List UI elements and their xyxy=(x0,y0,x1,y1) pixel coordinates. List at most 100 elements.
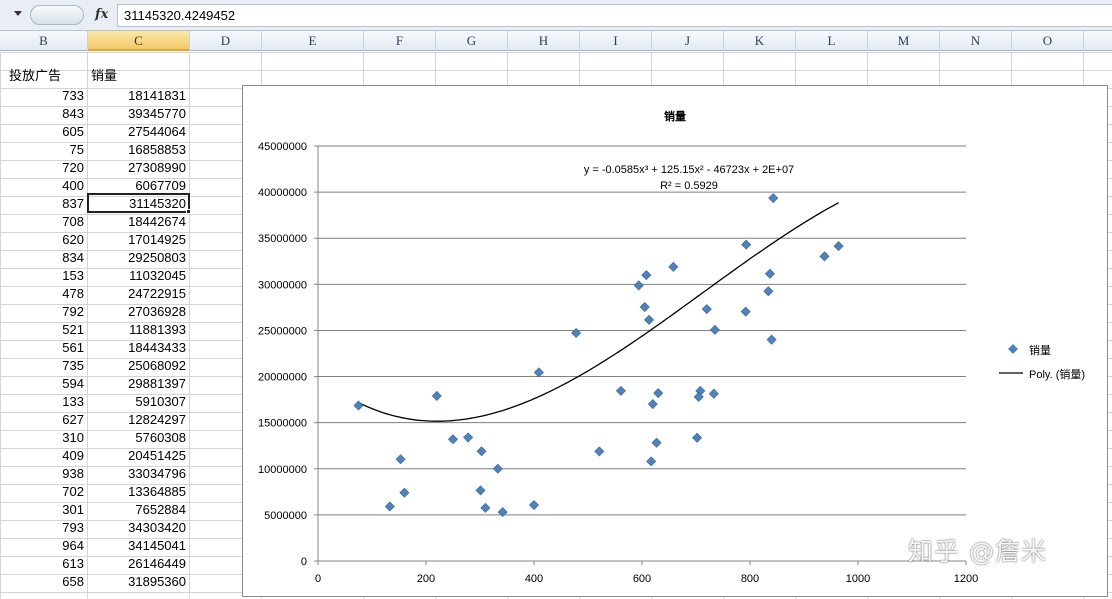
table-cell-sales[interactable]: 11032045 xyxy=(129,268,186,283)
column-header-o[interactable]: O xyxy=(1012,31,1084,51)
table-cell-sales[interactable]: 29250803 xyxy=(128,250,186,265)
formula-bar-resize-handle[interactable] xyxy=(30,5,84,25)
table-cell-ad-spend[interactable]: 720 xyxy=(62,160,84,175)
table-cell-sales[interactable]: 20451425 xyxy=(128,448,186,463)
x-tick-label: 200 xyxy=(417,573,435,585)
table-cell-ad-spend[interactable]: 658 xyxy=(62,574,84,589)
fill-handle[interactable] xyxy=(186,209,191,214)
column-header-n[interactable]: N xyxy=(940,31,1012,51)
table-cell-ad-spend[interactable]: 561 xyxy=(62,340,84,355)
cell-header-ad-spend[interactable]: 投放广告 xyxy=(9,69,62,84)
table-cell-sales[interactable]: 7652884 xyxy=(135,502,186,517)
column-header-f[interactable]: F xyxy=(364,31,436,51)
table-cell-ad-spend[interactable]: 409 xyxy=(62,448,84,463)
data-point xyxy=(653,388,664,399)
table-cell-ad-spend[interactable]: 708 xyxy=(62,214,84,229)
table-cell-sales[interactable]: 31145320 xyxy=(129,196,186,211)
table-cell-sales[interactable]: 39345770 xyxy=(128,106,186,121)
table-cell-sales[interactable]: 11881393 xyxy=(129,322,186,337)
table-cell-ad-spend[interactable]: 792 xyxy=(62,304,84,319)
data-point xyxy=(492,463,503,474)
table-cell-ad-spend[interactable]: 793 xyxy=(62,520,84,535)
column-header-k[interactable]: K xyxy=(724,31,796,51)
table-cell-ad-spend[interactable]: 400 xyxy=(62,178,84,193)
table-cell-sales[interactable]: 27544064 xyxy=(128,124,186,139)
table-cell-ad-spend[interactable]: 627 xyxy=(62,412,84,427)
active-cell-cursor[interactable] xyxy=(87,193,190,213)
table-cell-sales[interactable]: 29881397 xyxy=(128,376,186,391)
table-cell-sales[interactable]: 34145041 xyxy=(128,538,186,553)
table-cell-ad-spend[interactable]: 964 xyxy=(62,538,84,553)
data-point xyxy=(463,432,474,443)
data-point xyxy=(533,367,544,378)
data-point xyxy=(399,487,410,498)
cell-header-sales[interactable]: 销量 xyxy=(91,69,118,84)
column-header-b[interactable]: B xyxy=(0,31,88,51)
table-cell-sales[interactable]: 18443433 xyxy=(128,340,186,355)
data-point xyxy=(651,437,662,448)
name-box-dropdown-icon[interactable] xyxy=(14,11,22,16)
table-cell-sales[interactable]: 25068092 xyxy=(128,358,186,373)
data-point xyxy=(395,454,406,465)
column-header-g[interactable]: G xyxy=(436,31,508,51)
scatter-chart[interactable]: 0 5000000 10000000 15000000 20000000 25000000… xyxy=(242,85,1108,597)
table-cell-ad-spend[interactable]: 702 xyxy=(62,484,84,499)
table-cell-ad-spend[interactable]: 521 xyxy=(62,322,84,337)
table-cell-sales[interactable]: 12824297 xyxy=(128,412,186,427)
table-cell-ad-spend[interactable]: 605 xyxy=(62,124,84,139)
insert-function-icon[interactable]: fx xyxy=(95,7,109,22)
table-cell-sales[interactable]: 16858853 xyxy=(128,142,186,157)
column-header-m[interactable]: M xyxy=(868,31,940,51)
column-header-j[interactable]: J xyxy=(652,31,724,51)
data-point xyxy=(647,399,658,410)
table-cell-sales[interactable]: 24722915 xyxy=(128,286,186,301)
x-tick-label: 1000 xyxy=(846,573,870,585)
data-point xyxy=(708,388,719,399)
table-cell-sales[interactable]: 34303420 xyxy=(128,520,186,535)
table-cell-sales[interactable]: 27308990 xyxy=(128,160,186,175)
column-header-h[interactable]: H xyxy=(508,31,580,51)
table-cell-sales[interactable]: 17014925 xyxy=(128,232,186,247)
column-header-l[interactable]: L xyxy=(796,31,868,51)
table-cell-sales[interactable]: 5760308 xyxy=(135,430,186,445)
data-point xyxy=(768,193,779,204)
table-cell-ad-spend[interactable]: 478 xyxy=(62,286,84,301)
table-cell-ad-spend[interactable]: 594 xyxy=(62,376,84,391)
x-tick-label: 800 xyxy=(741,573,759,585)
table-cell-sales[interactable]: 6067709 xyxy=(135,178,186,193)
table-cell-ad-spend[interactable]: 310 xyxy=(62,430,84,445)
table-cell-ad-spend[interactable]: 301 xyxy=(62,502,84,517)
column-header-e[interactable]: E xyxy=(262,31,364,51)
table-cell-ad-spend[interactable]: 75 xyxy=(69,142,84,157)
table-cell-ad-spend[interactable]: 834 xyxy=(62,250,84,265)
table-cell-ad-spend[interactable]: 733 xyxy=(62,88,84,103)
table-cell-sales[interactable]: 18141831 xyxy=(128,88,186,103)
table-cell-sales[interactable]: 26146449 xyxy=(128,556,186,571)
table-cell-sales[interactable]: 31895360 xyxy=(128,574,186,589)
table-cell-sales[interactable]: 5910307 xyxy=(135,394,186,409)
table-cell-ad-spend[interactable]: 613 xyxy=(62,556,84,571)
table-cell-ad-spend[interactable]: 837 xyxy=(62,196,84,211)
table-cell-ad-spend[interactable]: 735 xyxy=(62,358,84,373)
y-tick-label: 45000000 xyxy=(258,141,307,153)
table-cell-sales[interactable]: 27036928 xyxy=(128,304,186,319)
column-header-d[interactable]: D xyxy=(190,31,262,51)
column-header-c[interactable]: C xyxy=(88,31,190,51)
x-tick-label: 400 xyxy=(525,573,543,585)
table-cell-ad-spend[interactable]: 153 xyxy=(62,268,84,283)
x-tick-label: 600 xyxy=(633,573,651,585)
data-point xyxy=(646,456,657,467)
table-cell-ad-spend[interactable]: 133 xyxy=(62,394,84,409)
formula-input[interactable]: 31145320.4249452 xyxy=(117,4,1112,27)
table-cell-ad-spend[interactable]: 843 xyxy=(62,106,84,121)
table-cell-sales[interactable]: 13364885 xyxy=(128,484,186,499)
table-cell-ad-spend[interactable]: 938 xyxy=(62,466,84,481)
data-point xyxy=(741,239,752,250)
table-cell-ad-spend[interactable]: 620 xyxy=(62,232,84,247)
y-tick-label: 20000000 xyxy=(258,372,307,384)
data-point xyxy=(693,391,704,402)
y-tick-label: 35000000 xyxy=(258,233,307,245)
table-cell-sales[interactable]: 18442674 xyxy=(128,214,186,229)
column-header-i[interactable]: I xyxy=(580,31,652,51)
table-cell-sales[interactable]: 33034796 xyxy=(128,466,186,481)
